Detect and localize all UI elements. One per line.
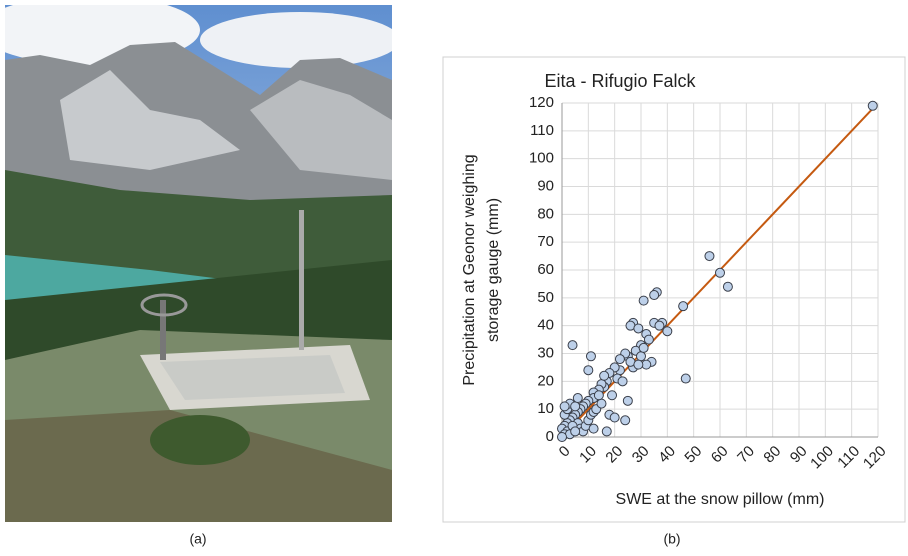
y-tick-label: 70 xyxy=(537,233,554,250)
y-tick-label: 10 xyxy=(537,400,554,417)
caption: (a) xyxy=(189,531,206,547)
point xyxy=(617,376,628,387)
photo xyxy=(5,5,392,522)
x-axis-label: SWE at the snow pillow (mm) xyxy=(616,491,825,508)
point xyxy=(572,393,583,404)
point xyxy=(593,390,604,401)
point xyxy=(567,340,578,351)
point xyxy=(588,423,599,434)
y-axis-label: Precipitation at Geonor weighing xyxy=(461,154,478,385)
point xyxy=(633,323,644,334)
point xyxy=(867,100,878,111)
point xyxy=(638,295,649,306)
point xyxy=(583,365,594,376)
y-tick-label: 20 xyxy=(537,372,554,389)
point xyxy=(638,342,649,353)
point xyxy=(722,281,733,292)
y-tick-label: 0 xyxy=(546,428,554,445)
y-tick-label: 120 xyxy=(529,94,554,111)
point xyxy=(662,326,673,337)
chart-frame xyxy=(442,56,906,523)
point xyxy=(601,426,612,437)
point xyxy=(570,426,581,437)
point xyxy=(599,370,610,381)
point xyxy=(557,432,567,442)
point xyxy=(649,290,660,301)
point xyxy=(654,320,665,331)
point xyxy=(614,354,625,365)
chart-title: Eita - Rifugio Falck xyxy=(544,71,696,91)
y-tick-label: 110 xyxy=(530,122,554,139)
y-tick-label: 100 xyxy=(529,150,554,167)
point xyxy=(678,301,689,312)
y-tick-label: 90 xyxy=(537,177,554,194)
y-axis-label: storage gauge (mm) xyxy=(485,198,502,342)
point xyxy=(607,390,618,401)
point xyxy=(570,401,581,412)
point xyxy=(680,373,691,384)
point xyxy=(704,251,715,262)
y-tick-label: 30 xyxy=(537,344,554,361)
point xyxy=(715,267,725,278)
point xyxy=(622,395,633,406)
y-tick-label: 80 xyxy=(537,205,554,222)
point xyxy=(643,334,654,345)
y-tick-label: 40 xyxy=(537,317,554,334)
point xyxy=(585,351,596,362)
y-tick-label: 60 xyxy=(537,261,554,278)
point xyxy=(633,359,644,370)
caption: (b) xyxy=(663,531,680,547)
point xyxy=(559,401,570,412)
y-tick-label: 50 xyxy=(537,289,554,306)
point xyxy=(620,415,631,426)
point xyxy=(636,351,646,362)
point xyxy=(596,398,607,409)
point xyxy=(609,412,620,423)
